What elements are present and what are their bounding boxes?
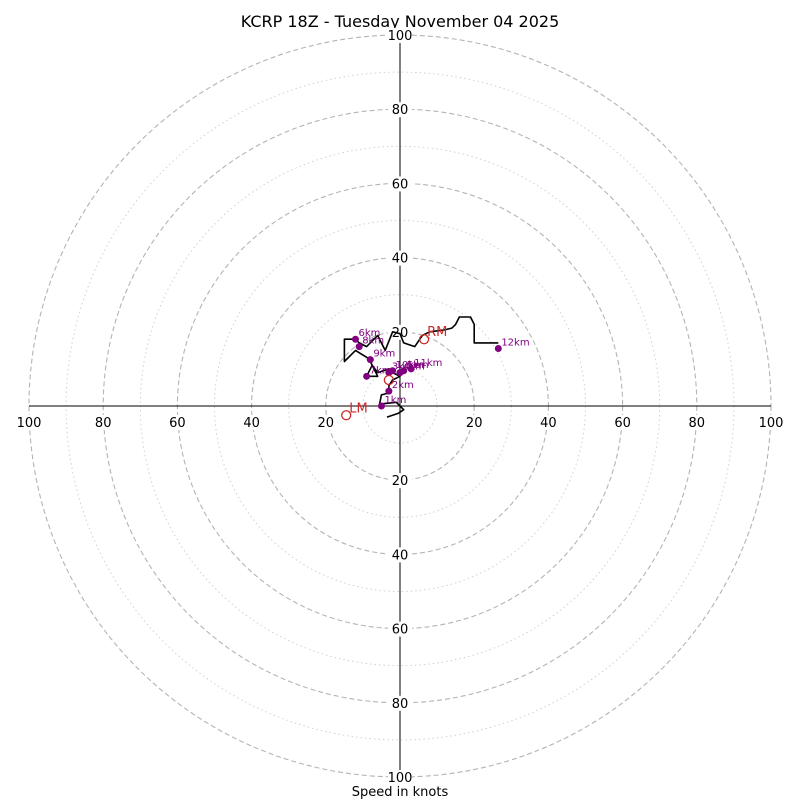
height-label: 3km [392, 362, 414, 373]
tick-label-bg [388, 695, 412, 711]
tick-label: 100 [17, 416, 42, 431]
tick-label: 20 [392, 474, 409, 489]
tick-label-bg [165, 415, 190, 430]
tick-label-bg [536, 415, 561, 430]
height-marker [355, 343, 363, 351]
tick-label-bg [388, 176, 412, 192]
x-axis-label: Speed in knots [352, 785, 449, 800]
tick-label-bg [388, 324, 412, 340]
storm-motion-label: RM [427, 325, 447, 340]
chart-title: KCRP 18Z - Tuesday November 04 2025 [241, 12, 560, 31]
height-marker [407, 365, 415, 373]
tick-label-bg [610, 415, 635, 430]
height-label: 9km [373, 349, 395, 360]
tick-label: 60 [614, 416, 631, 431]
height-label: 1km [384, 395, 406, 406]
height-marker [366, 356, 374, 364]
height-label: 2km [392, 380, 414, 391]
tick-label: 20 [318, 416, 335, 431]
height-label: 12km [501, 337, 529, 348]
storm-motion-marker [418, 334, 430, 345]
tick-label: 80 [689, 416, 706, 431]
tick-label-bg [388, 770, 412, 785]
tick-label: 40 [392, 548, 409, 563]
tick-label: 20 [466, 416, 483, 431]
tick-label-bg [462, 415, 487, 430]
tick-label: 100 [388, 29, 413, 44]
tick-label-bg [388, 621, 412, 637]
tick-label: 40 [243, 416, 260, 431]
wind-trace [343, 316, 499, 418]
height-marker [351, 335, 359, 343]
tick-label-bg [388, 28, 412, 43]
height-label: 7km [370, 365, 392, 376]
storm-motion-marker [383, 374, 395, 386]
height-label: 11km [414, 358, 442, 369]
tick-label: 60 [392, 177, 409, 192]
tick-label-bg [388, 473, 412, 489]
tick-label-bg [684, 415, 709, 430]
tick-label: 60 [392, 623, 409, 638]
height-label: 5km [407, 360, 429, 371]
storm-motion-label: LM [349, 401, 367, 416]
tick-label: 80 [392, 697, 409, 712]
tick-label-bg [239, 415, 264, 430]
tick-label-bg [313, 415, 338, 430]
tick-label: 100 [759, 416, 784, 431]
tick-label: 80 [95, 416, 112, 431]
height-markers: 1km2km3km4km5km6km7km8km9km10km11km12km [351, 328, 530, 410]
height-marker [377, 402, 385, 410]
tick-label-bg [759, 415, 783, 430]
height-marker [494, 344, 502, 352]
height-marker [385, 387, 393, 395]
tick-label: 100 [388, 771, 413, 786]
height-label: 8km [362, 336, 384, 347]
height-marker [400, 367, 408, 375]
tick-label-bg [388, 102, 412, 118]
height-label: 6km [358, 328, 380, 339]
height-label: 10km [396, 360, 424, 371]
tick-label-bg [388, 250, 412, 266]
height-marker [363, 372, 371, 380]
tick-label-bg [91, 415, 116, 430]
tick-label: 80 [392, 103, 409, 118]
tick-label: 60 [169, 416, 186, 431]
storm-motion-marker [341, 410, 352, 421]
tick-label: 40 [540, 416, 557, 431]
storm-motion-markers: RM LM [341, 325, 447, 421]
height-marker [389, 367, 397, 375]
wind-trace-line [343, 316, 499, 418]
tick-label-bg [388, 547, 412, 563]
tick-label-bg [17, 415, 41, 430]
tick-label: 40 [392, 252, 409, 267]
